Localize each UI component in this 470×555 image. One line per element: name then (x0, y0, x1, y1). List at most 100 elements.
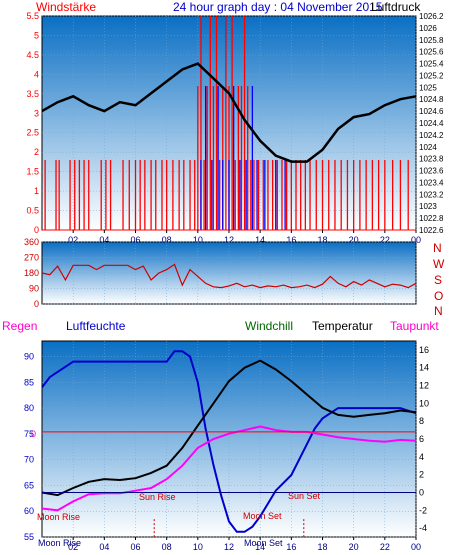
humidity-tick: 70 (24, 455, 34, 465)
pressure-tick: 1024.4 (419, 119, 444, 128)
wind-hour-label: 22 (380, 235, 390, 245)
temperature-tick: -4 (419, 523, 427, 533)
temperature-tick: 16 (419, 345, 429, 355)
compass-label-s: S (434, 273, 442, 287)
direction-tick: 0 (34, 299, 39, 309)
sun-rise-label: Sun Rise (139, 492, 176, 502)
sun-set-label: Sun Set (288, 491, 321, 501)
wind-hour-label: 14 (255, 235, 265, 245)
pressure-tick: 1025.4 (419, 60, 444, 69)
pressure-tick: 1023.2 (419, 190, 444, 199)
temp-hour-label: 06 (130, 542, 140, 552)
compass-label-w: W (433, 257, 445, 271)
temp-hour-label: 22 (380, 542, 390, 552)
direction-tick: 90 (29, 284, 39, 294)
pressure-ticks: 1022.6 1022.8 1023 1023.2 1023.4 1023.6 1023.8… (419, 12, 444, 235)
wind-hour-label: 20 (349, 235, 359, 245)
moon-rise-axis-label: Moon Rise (38, 538, 81, 548)
temp-series (41, 350, 417, 533)
pressure-line (41, 62, 417, 163)
wind-bars (42, 16, 416, 231)
direction-tick: 360 (24, 237, 39, 247)
temperature-tick: 14 (419, 363, 429, 373)
humidity-legend: Luftfeuchte (66, 319, 126, 333)
rain-zero-label: 0 (31, 429, 36, 439)
temp-hour-label: 16 (286, 542, 296, 552)
rain-legend: Regen (2, 319, 37, 333)
temp-hour-label: 14 (255, 542, 265, 552)
moon-rise-label: Moon Rise (37, 512, 80, 522)
wind-speed-tick: 3.5 (26, 89, 39, 99)
temp-hour-label: 08 (162, 542, 172, 552)
pressure-tick: 1025.8 (419, 36, 444, 45)
temp-hour-ticks: 02 04 06 08 10 12 14 16 18 20 22 00 (68, 537, 421, 552)
wind-hour-label: 00 (411, 235, 421, 245)
wind-speed-tick: 5.5 (26, 11, 39, 21)
wind-speed-tick: 1 (34, 186, 39, 196)
pressure-axis-title: Luftdruck (371, 0, 421, 14)
windchill-legend: Windchill (245, 319, 293, 333)
dewpoint-line (41, 425, 417, 512)
direction-series (41, 263, 417, 289)
wind-hour-label: 18 (317, 235, 327, 245)
sun-markers (153, 519, 305, 537)
pressure-tick: 1025.6 (419, 48, 444, 57)
temperature-legend: Temperatur (312, 319, 373, 333)
pressure-tick: 1026 (419, 24, 437, 33)
compass-labels: N W S O N (433, 241, 445, 318)
humidity-tick: 65 (24, 480, 34, 490)
wind-speed-axis-title: Windstärke (36, 0, 96, 14)
humidity-tick: 60 (24, 506, 34, 516)
temperature-ticks: -4 -2 0 2 4 6 8 10 12 14 16 (419, 345, 429, 533)
pressure-tick: 1023.8 (419, 155, 444, 164)
pressure-tick: 1023.6 (419, 167, 444, 176)
humidity-tick: 75 (24, 429, 34, 439)
temperature-tick: 2 (419, 470, 424, 480)
pressure-tick: 1023.4 (419, 178, 444, 187)
wind-speed-tick: 2.5 (26, 128, 39, 138)
direction-line (41, 263, 417, 289)
compass-label-o: O (434, 289, 443, 303)
pressure-tick: 1022.8 (419, 214, 444, 223)
dewpoint-legend: Taupunkt (390, 319, 439, 333)
pressure-series (41, 62, 417, 163)
temp-hour-label: 02 (68, 542, 78, 552)
temp-hour-label: 18 (317, 542, 327, 552)
humidity-tick: 85 (24, 377, 34, 387)
humidity-line (41, 350, 417, 533)
humidity-tick: 55 (24, 532, 34, 542)
wind-speed-tick: 0 (34, 225, 39, 235)
temperature-tick: 0 (419, 487, 424, 497)
temperature-line (41, 359, 417, 497)
wind-speed-tick: 3 (34, 108, 39, 118)
direction-tick: 180 (24, 268, 39, 278)
compass-label-n-top: N (433, 241, 442, 255)
moon-set-axis-label: Moon Set (244, 538, 283, 548)
wind-hour-label: 08 (162, 235, 172, 245)
wind-speed-tick: 2 (34, 147, 39, 157)
moon-set-label: Moon Set (243, 511, 282, 521)
direction-ticks: 0 90 180 270 360 (24, 237, 39, 309)
temperature-tick: -2 (419, 505, 427, 515)
temperature-tick: 4 (419, 452, 424, 462)
wind-speed-tick: 1.5 (26, 167, 39, 177)
temp-hour-label: 12 (224, 542, 234, 552)
wind-hour-label: 12 (224, 235, 234, 245)
pressure-tick: 1023 (419, 202, 437, 211)
temp-hour-label: 10 (193, 542, 203, 552)
direction-grid (42, 241, 417, 305)
humidity-ticks: 55 60 65 70 75 80 85 90 (24, 351, 34, 542)
pressure-tick: 1024.2 (419, 131, 444, 140)
humidity-tick: 90 (24, 351, 34, 361)
pressure-tick: 1022.6 (419, 226, 444, 235)
temperature-tick: 8 (419, 416, 424, 426)
compass-label-n-bottom: N (434, 304, 443, 318)
wind-speed-tick: 5 (34, 30, 39, 40)
temperature-tick: 12 (419, 381, 429, 391)
wind-speed-ticks: 0 0.5 1 1.5 2 2.5 3 3.5 4 4.5 5 5.5 (26, 11, 39, 235)
temp-hour-label: 20 (349, 542, 359, 552)
pressure-tick: 1025 (419, 83, 437, 92)
wind-speed-tick: 4 (34, 69, 39, 79)
wind-hour-label: 04 (99, 235, 109, 245)
